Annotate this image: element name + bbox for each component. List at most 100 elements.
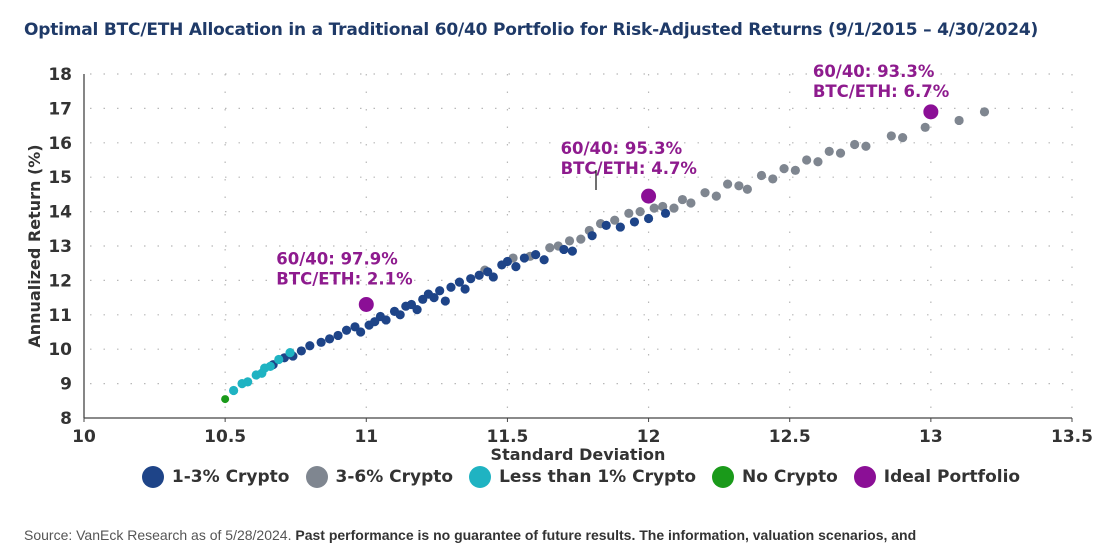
y-tick-label: 12 (48, 271, 72, 291)
legend-label: No Crypto (742, 467, 838, 487)
point-1-3-crypto (333, 330, 343, 341)
chart-title: Optimal BTC/ETH Allocation in a Traditio… (24, 20, 1039, 40)
y-tick-label: 9 (60, 375, 72, 395)
legend-item-less-than-1-crypto: Less than 1% Crypto (469, 466, 696, 488)
x-tick-labels: 10 10.5 11 11.5 12 12.5 13 13.5 (72, 418, 1093, 447)
point-3-6-crypto (954, 115, 964, 126)
y-tick-label: 16 (48, 134, 72, 154)
point-less-than-1-crypto (229, 385, 239, 396)
point-3-6-crypto (742, 184, 752, 194)
point-3-6-crypto (802, 155, 812, 165)
legend-label: Ideal Portfolio (883, 467, 1021, 487)
point-1-3-crypto (531, 250, 541, 260)
y-tick-label: 8 (60, 409, 72, 429)
legend-item-ideal-portfolio: Ideal Portfolio (853, 466, 1021, 488)
legend-swatch-icon (853, 466, 876, 488)
y-tick-label: 13 (48, 237, 72, 257)
x-axis-title: Standard Deviation (491, 445, 666, 464)
y-tick-label: 10 (48, 340, 72, 360)
point-3-6-crypto (711, 191, 721, 201)
annotation-allocation: 60/40: 97.9% (276, 249, 398, 268)
x-tick-label: 13 (919, 427, 943, 447)
point-3-6-crypto (813, 157, 823, 167)
point-3-6-crypto (779, 164, 789, 174)
point-3-6-crypto (850, 139, 860, 150)
point-3-6-crypto (669, 203, 679, 213)
point-no-crypto (221, 395, 230, 404)
point-ideal-portfolio (358, 296, 374, 312)
annotation-crypto-share: BTC/ETH: 4.7% (561, 159, 698, 178)
point-1-3-crypto (296, 346, 306, 356)
point-1-3-crypto (643, 213, 654, 224)
disclaimer-text: Past performance is no guarantee of futu… (295, 527, 917, 543)
legend-label: 1-3% Crypto (171, 467, 290, 487)
point-less-than-1-crypto (285, 348, 295, 358)
x-tick-label: 11.5 (486, 427, 528, 447)
point-3-6-crypto (723, 179, 733, 189)
y-tick-label: 11 (48, 306, 72, 326)
point-3-6-crypto (649, 203, 659, 213)
point-3-6-crypto (686, 198, 696, 208)
y-axis-title: Annualized Return (%) (25, 144, 44, 347)
point-1-3-crypto (446, 282, 456, 292)
annotations: 60/40: 97.9%BTC/ETH: 2.1%60/40: 95.3%BTC… (276, 62, 949, 289)
source-note: Source: VanEck Research as of 5/28/2024.… (24, 527, 916, 543)
legend-swatch-icon (305, 466, 328, 488)
point-3-6-crypto (635, 207, 645, 217)
x-tick-label: 12.5 (769, 427, 811, 447)
legend-item-no-crypto: No Crypto (712, 466, 838, 488)
point-3-6-crypto (979, 107, 990, 117)
point-1-3-crypto (460, 284, 470, 294)
point-3-6-crypto (790, 165, 800, 175)
point-3-6-crypto (768, 174, 778, 184)
point-1-3-crypto (519, 253, 529, 263)
point-1-3-crypto (629, 217, 640, 227)
point-1-3-crypto (454, 277, 465, 287)
point-3-6-crypto (700, 188, 710, 198)
y-tick-label: 14 (48, 203, 72, 223)
point-ideal-portfolio (923, 104, 939, 120)
point-1-3-crypto (356, 327, 366, 337)
data-points (221, 104, 990, 404)
source-text: Source: VanEck Research as of 5/28/2024. (24, 527, 296, 543)
point-1-3-crypto (440, 296, 450, 306)
point-1-3-crypto (435, 286, 445, 296)
legend: 1-3% Crypto 3-6% Crypto Less than 1% Crypt… (0, 466, 1102, 488)
y-tick-label: 18 (48, 65, 72, 85)
legend-swatch-icon (712, 466, 735, 488)
point-1-3-crypto (412, 305, 422, 315)
point-1-3-crypto (559, 244, 569, 255)
point-3-6-crypto (861, 141, 871, 151)
point-3-6-crypto (756, 170, 767, 181)
point-less-than-1-crypto (265, 361, 275, 371)
point-3-6-crypto (610, 215, 620, 225)
y-tick-label: 15 (48, 168, 72, 188)
legend-swatch-icon (141, 466, 164, 488)
point-3-6-crypto (835, 148, 846, 158)
legend-item-3-6-crypto: 3-6% Crypto (305, 466, 454, 488)
point-1-3-crypto (615, 222, 625, 232)
x-tick-label: 10 (72, 427, 96, 447)
y-tick-label: 17 (48, 99, 72, 119)
x-tick-label: 11 (354, 427, 378, 447)
legend-label: 3-6% Crypto (335, 467, 454, 487)
point-1-3-crypto (474, 270, 484, 280)
point-1-3-crypto (660, 208, 671, 218)
point-3-6-crypto (824, 146, 834, 156)
axes (83, 74, 1072, 419)
point-1-3-crypto (341, 325, 352, 335)
annotation-crypto-share: BTC/ETH: 6.7% (813, 82, 950, 101)
point-1-3-crypto (395, 310, 405, 320)
point-less-than-1-crypto (274, 354, 284, 365)
point-1-3-crypto (601, 220, 611, 230)
legend-label: Less than 1% Crypto (499, 467, 697, 487)
point-3-6-crypto (677, 194, 688, 205)
point-3-6-crypto (886, 131, 896, 141)
annotation-crypto-share: BTC/ETH: 2.1% (276, 269, 413, 288)
point-3-6-crypto (920, 122, 930, 132)
point-3-6-crypto (898, 133, 908, 143)
y-tick-labels: 8 9 10 11 12 13 14 15 16 17 18 (48, 65, 72, 429)
legend-item-1-3-crypto: 1-3% Crypto (141, 466, 290, 488)
point-1-3-crypto (511, 262, 521, 272)
